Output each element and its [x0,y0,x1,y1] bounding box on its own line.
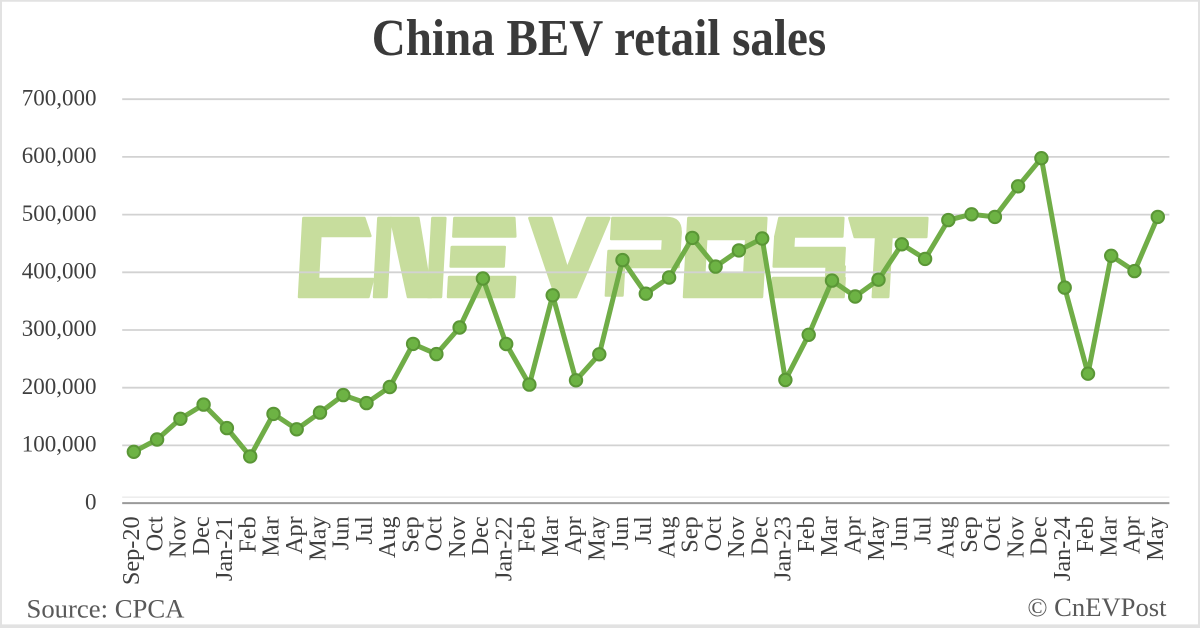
svg-text:Jan-23: Jan-23 [770,516,797,581]
svg-text:Apr: Apr [840,516,867,554]
svg-text:Jun: Jun [328,516,355,550]
svg-text:Dec: Dec [467,516,494,555]
svg-text:Apr: Apr [1119,516,1146,554]
svg-text:Aug: Aug [933,516,960,558]
svg-text:Jan-21: Jan-21 [211,516,238,581]
svg-text:Oct: Oct [141,516,168,551]
svg-text:Oct: Oct [979,516,1006,551]
svg-text:Dec: Dec [746,516,773,555]
svg-text:Nov: Nov [1002,515,1029,558]
svg-text:600,000: 600,000 [22,143,97,168]
svg-text:© CnEVPost: © CnEVPost [1027,592,1167,622]
svg-text:500,000: 500,000 [22,201,97,226]
svg-text:Nov: Nov [444,515,471,558]
svg-text:Source: CPCA: Source: CPCA [27,594,186,624]
svg-text:0: 0 [85,489,97,514]
svg-text:Jul: Jul [909,516,936,545]
svg-text:Jun: Jun [607,516,634,550]
svg-text:Jun: Jun [886,516,913,550]
svg-text:Jan-22: Jan-22 [490,516,517,581]
svg-text:May: May [584,515,611,560]
svg-text:May: May [304,515,331,560]
svg-text:100,000: 100,000 [22,432,97,457]
svg-text:Jul: Jul [630,516,657,545]
svg-text:300,000: 300,000 [22,316,97,341]
svg-text:Jul: Jul [351,516,378,545]
svg-text:China BEV retail sales: China BEV retail sales [372,9,826,67]
svg-text:Jan-24: Jan-24 [1049,516,1076,581]
svg-text:400,000: 400,000 [22,259,97,284]
svg-text:Sep: Sep [397,516,424,552]
svg-text:May: May [863,515,890,560]
svg-text:Mar: Mar [537,516,564,556]
svg-text:Dec: Dec [1026,516,1053,555]
svg-text:Sep-20: Sep-20 [118,516,145,585]
svg-text:Nov: Nov [165,515,192,558]
svg-text:Oct: Oct [700,516,727,551]
svg-text:200,000: 200,000 [22,374,97,399]
svg-text:Aug: Aug [374,516,401,558]
svg-text:Mar: Mar [816,516,843,556]
svg-text:Feb: Feb [1072,516,1099,552]
svg-text:Feb: Feb [234,516,261,552]
svg-text:Aug: Aug [653,516,680,558]
svg-text:Apr: Apr [560,516,587,554]
svg-text:700,000: 700,000 [22,85,97,110]
svg-text:Oct: Oct [421,516,448,551]
svg-text:Apr: Apr [281,516,308,554]
svg-text:Feb: Feb [514,516,541,552]
svg-text:Mar: Mar [1096,516,1123,556]
svg-text:Sep: Sep [677,516,704,552]
svg-text:Mar: Mar [258,516,285,556]
svg-text:Feb: Feb [793,516,820,552]
svg-text:Sep: Sep [956,516,983,552]
svg-text:May: May [1142,515,1169,560]
svg-text:Nov: Nov [723,515,750,558]
svg-text:Dec: Dec [188,516,215,555]
